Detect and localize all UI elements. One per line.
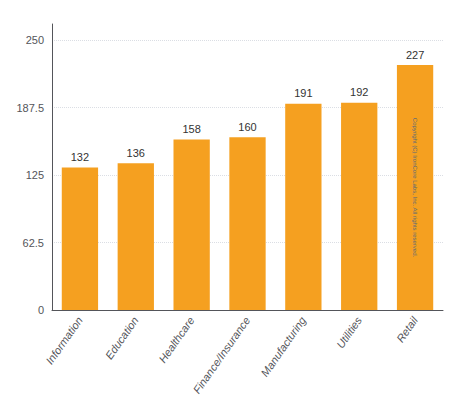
- svg-text:132: 132: [71, 151, 89, 163]
- svg-text:227: 227: [406, 49, 424, 61]
- svg-text:136: 136: [127, 147, 145, 159]
- svg-text:191: 191: [294, 87, 312, 99]
- svg-text:Manufacturing: Manufacturing: [258, 314, 308, 379]
- svg-text:192: 192: [350, 86, 368, 98]
- svg-text:250: 250: [26, 34, 44, 46]
- svg-text:Copyright (C) IronCore Labs, I: Copyright (C) IronCore Labs, Inc. All ri…: [412, 118, 418, 258]
- svg-text:Finance/Insurance: Finance/Insurance: [191, 315, 253, 396]
- svg-text:158: 158: [182, 123, 200, 135]
- svg-text:Education: Education: [103, 315, 141, 362]
- svg-text:Healthcare: Healthcare: [156, 315, 196, 365]
- svg-text:Utilities: Utilities: [334, 314, 364, 350]
- svg-text:125: 125: [26, 169, 44, 181]
- svg-text:187.5: 187.5: [16, 102, 44, 114]
- svg-text:0: 0: [38, 304, 44, 316]
- svg-text:Information: Information: [43, 315, 84, 367]
- svg-text:160: 160: [238, 121, 256, 133]
- svg-text:62.5: 62.5: [23, 237, 44, 249]
- svg-text:Retail: Retail: [394, 314, 420, 344]
